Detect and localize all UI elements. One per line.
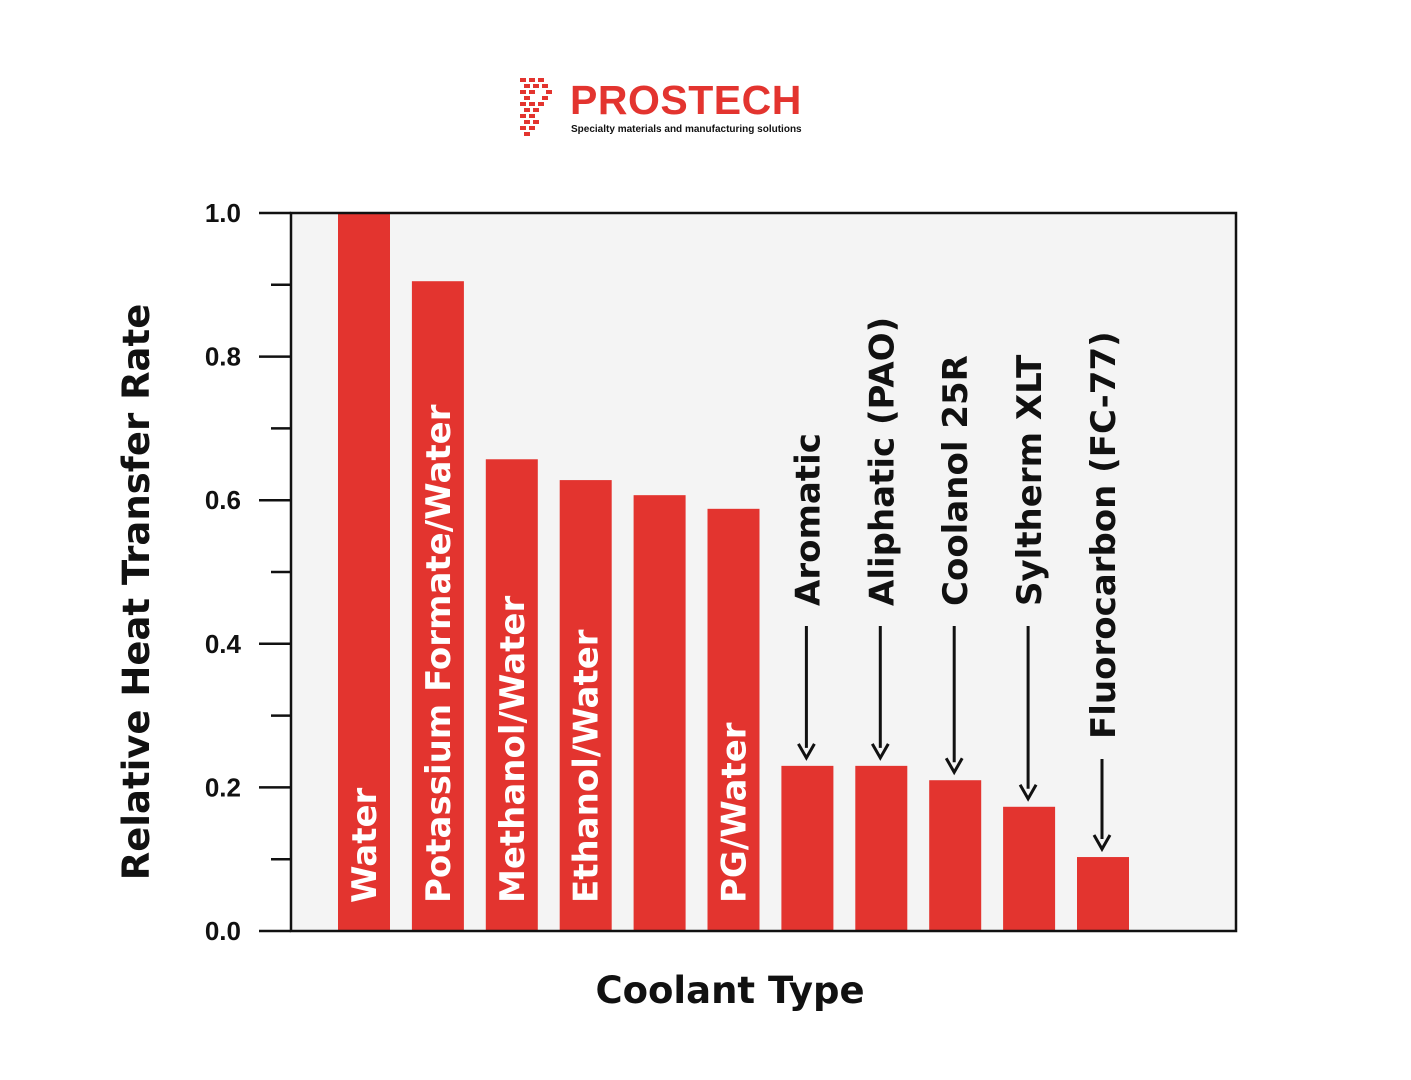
bar bbox=[633, 495, 686, 931]
bar-label: Water bbox=[345, 787, 385, 903]
prostech-logo-icon bbox=[520, 78, 552, 136]
logo-tagline: Specialty materials and manufacturing so… bbox=[571, 124, 802, 135]
bar bbox=[855, 765, 908, 931]
bar bbox=[485, 459, 538, 931]
y-tick-label: 0.8 bbox=[205, 342, 241, 372]
bar-label: Fluorocarbon (FC-77) bbox=[1084, 331, 1124, 739]
bar-labels: Water Potassium Formate/Water Methanol/Wat… bbox=[345, 317, 1124, 903]
bar bbox=[1077, 857, 1129, 931]
bar-label: Potassium Formate/Water bbox=[419, 404, 459, 903]
bars bbox=[338, 213, 1129, 932]
y-tick-label: 0.6 bbox=[205, 485, 241, 515]
bar bbox=[559, 480, 612, 931]
bar bbox=[1003, 806, 1056, 931]
y-tick-label: 1.0 bbox=[205, 198, 241, 228]
logo-wordmark: PROSTECH bbox=[570, 77, 802, 123]
bar-label: PG/Water bbox=[715, 722, 755, 903]
y-tick-label: 0.4 bbox=[205, 629, 242, 659]
arrow-down-icon bbox=[1018, 784, 1038, 802]
y-axis-title: Relative Heat Transfer Rate bbox=[115, 304, 158, 881]
bar bbox=[338, 213, 390, 931]
arrow-down-icon bbox=[870, 743, 890, 761]
bar-label: Aliphatic (PAO) bbox=[862, 317, 902, 606]
arrow-down-icon bbox=[1092, 834, 1112, 853]
plot-frame bbox=[289, 211, 1238, 933]
bar-label: Aromatic bbox=[788, 433, 828, 606]
arrow-down-icon bbox=[944, 757, 964, 776]
arrow-down-icon bbox=[797, 743, 816, 761]
bar-label: Coolanol 25R bbox=[936, 355, 976, 606]
bar bbox=[781, 765, 834, 931]
bar bbox=[411, 281, 464, 932]
bar bbox=[707, 508, 760, 931]
bar-label: Methanol/Water bbox=[493, 596, 533, 903]
y-tick-label: 0.0 bbox=[205, 916, 241, 946]
bar-label: Syltherm XLT bbox=[1010, 354, 1050, 606]
x-axis-title: Coolant Type bbox=[595, 969, 864, 1012]
bar bbox=[929, 780, 982, 931]
prostech-logo: PROSTECH Specialty materials and manufac… bbox=[518, 76, 828, 146]
bar-label: Ethanol/Water bbox=[567, 629, 607, 903]
y-axis: 0.0 0.2 0.4 0.6 0.8 1.0 bbox=[205, 198, 291, 946]
y-tick-label: 0.2 bbox=[205, 772, 241, 802]
